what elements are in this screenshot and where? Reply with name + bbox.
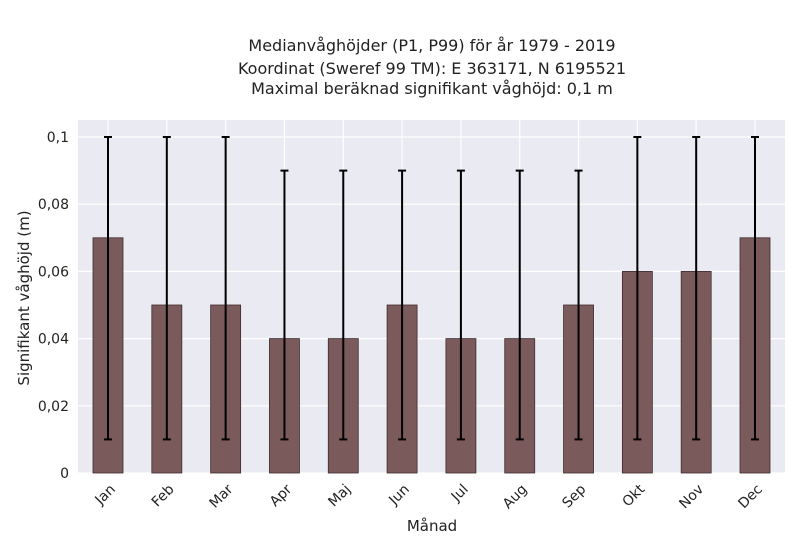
x-tick-label: Jun [385,482,412,509]
x-tick-label: Maj [325,482,354,511]
x-axis-ticks: Jan Feb Mar Apr Maj Jun Jul Aug Sep Okt Nov Dec [92,481,766,512]
x-tick-label: Aug [500,482,531,513]
error-bars [104,136,759,441]
chart-title: Medianvåghöjder (P1, P99) för år 1979 - … [238,36,626,98]
y-axis-label: Signifikant våghöjd (m) [15,210,33,385]
x-tick-label: Okt [619,481,648,510]
chart-title-line-2: Koordinat (Sweref 99 TM): E 363171, N 61… [238,59,626,78]
x-tick-label: Feb [149,481,178,510]
y-tick-label: 0,04 [38,332,69,348]
x-tick-label: Dec [735,482,765,512]
y-tick-label: 0,1 [47,130,69,146]
x-tick-label: Apr [267,481,296,510]
y-tick-label: 0 [60,466,69,482]
x-tick-label: Mar [206,481,236,511]
x-tick-label: Sep [559,481,589,511]
x-tick-label: Nov [676,482,707,513]
x-tick-label: Jul [448,482,472,506]
chart-title-line-3: Maximal beräknad signifikant våghöjd: 0,… [251,79,613,98]
plot-area [78,120,785,473]
x-tick-label: Jan [92,482,119,509]
chart-title-line-1: Medianvåghöjder (P1, P99) för år 1979 - … [248,36,615,55]
y-axis-ticks: 0 0,02 0,04 0,06 0,08 0,1 [38,130,69,482]
y-tick-label: 0,08 [38,197,69,213]
y-tick-label: 0,06 [38,264,69,280]
x-axis-label: Månad [407,517,457,535]
y-tick-label: 0,02 [38,399,69,415]
